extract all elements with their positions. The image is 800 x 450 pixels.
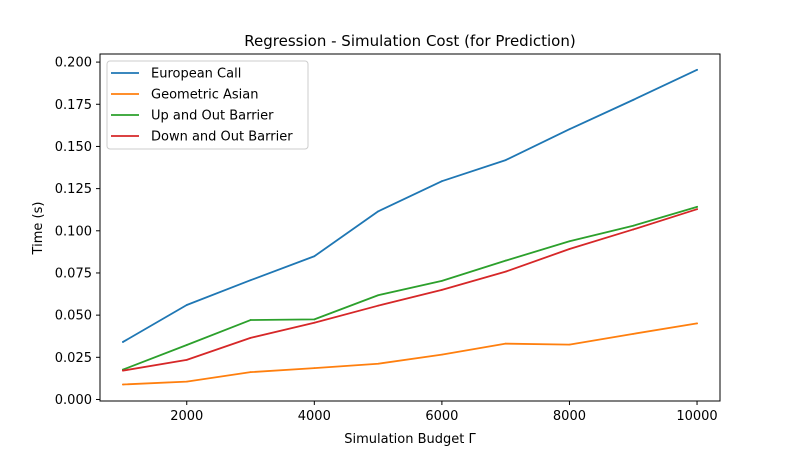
data-point-european-call — [185, 304, 188, 306]
data-point-geometric-asian — [122, 383, 124, 386]
data-point-up-and-out-barrier — [568, 240, 571, 243]
y-axis-ticks: 0.000 0.025 0.050 0.075 0.100 0.125 0.150 0.175… — [55, 56, 100, 408]
data-point-geometric-asian — [504, 342, 507, 345]
data-point-up-and-out-barrier — [696, 205, 698, 208]
y-tick-label: 0.100 — [55, 224, 92, 239]
data-point-european-call — [377, 210, 380, 213]
series-line-down-and-out-barrier — [122, 208, 698, 372]
data-point-european-call — [696, 68, 698, 71]
x-tick-label: 6000 — [425, 409, 458, 424]
y-tick-label: 0.150 — [55, 140, 92, 155]
data-point-geometric-asian — [568, 343, 571, 346]
data-point-up-and-out-barrier — [440, 279, 443, 282]
series-layer — [122, 68, 698, 386]
data-point-geometric-asian — [377, 362, 380, 365]
data-point-geometric-asian — [696, 322, 698, 325]
y-tick-label: 0.200 — [55, 56, 92, 71]
y-axis-title: Time (s) — [31, 202, 46, 256]
data-point-european-call — [504, 159, 507, 162]
y-tick-label: 0.050 — [55, 309, 92, 324]
x-tick-label: 10000 — [676, 409, 717, 424]
data-point-european-call — [440, 180, 443, 183]
legend: European Call Geometric Asian Up and Out B… — [106, 60, 309, 150]
data-point-down-and-out-barrier — [185, 358, 188, 361]
data-point-down-and-out-barrier — [632, 228, 635, 231]
data-point-up-and-out-barrier — [632, 224, 635, 227]
data-point-geometric-asian — [313, 367, 316, 370]
data-point-european-call — [568, 128, 571, 131]
x-tick-label: 8000 — [553, 409, 586, 424]
x-axis-title: Simulation Budget Γ — [344, 432, 476, 447]
data-point-european-call — [122, 341, 124, 343]
data-point-european-call — [313, 255, 316, 258]
data-point-up-and-out-barrier — [313, 318, 316, 321]
y-tick-label: 0.075 — [55, 266, 92, 281]
chart-title: Regression - Simulation Cost (for Predic… — [244, 32, 575, 50]
x-axis-ticks: 2000 4000 6000 8000 10000 — [170, 401, 718, 424]
legend-label-geometric-asian: Geometric Asian — [151, 88, 259, 103]
legend-label-european-call: European Call — [151, 67, 241, 82]
data-point-geometric-asian — [249, 371, 252, 374]
series-line-geometric-asian — [122, 322, 698, 386]
series-line-up-and-out-barrier — [122, 205, 698, 371]
data-point-geometric-asian — [632, 332, 635, 335]
series-line-european-call — [122, 68, 698, 343]
data-point-down-and-out-barrier — [249, 337, 252, 339]
data-point-down-and-out-barrier — [122, 369, 124, 372]
data-point-down-and-out-barrier — [313, 321, 316, 324]
y-tick-label: 0.175 — [55, 98, 92, 113]
legend-label-down-and-out-barrier: Down and Out Barrier — [151, 130, 293, 145]
x-tick-label: 4000 — [298, 409, 331, 424]
data-point-european-call — [249, 279, 252, 282]
y-tick-label: 0.000 — [55, 393, 92, 408]
data-point-up-and-out-barrier — [377, 294, 380, 297]
data-point-down-and-out-barrier — [440, 288, 443, 291]
data-point-down-and-out-barrier — [568, 248, 571, 250]
data-point-european-call — [632, 98, 635, 101]
data-point-down-and-out-barrier — [696, 208, 698, 211]
data-point-up-and-out-barrier — [249, 319, 252, 321]
y-tick-label: 0.025 — [55, 351, 92, 366]
legend-box — [106, 60, 309, 150]
y-tick-label: 0.125 — [55, 182, 92, 197]
x-tick-label: 2000 — [170, 409, 203, 424]
data-point-geometric-asian — [440, 353, 443, 356]
data-point-up-and-out-barrier — [504, 259, 507, 262]
data-point-down-and-out-barrier — [377, 304, 380, 307]
data-point-up-and-out-barrier — [185, 344, 188, 346]
data-point-down-and-out-barrier — [504, 270, 507, 273]
legend-label-up-and-out-barrier: Up and Out Barrier — [151, 109, 274, 124]
plot-frame — [99, 53, 721, 402]
data-point-geometric-asian — [185, 380, 188, 383]
